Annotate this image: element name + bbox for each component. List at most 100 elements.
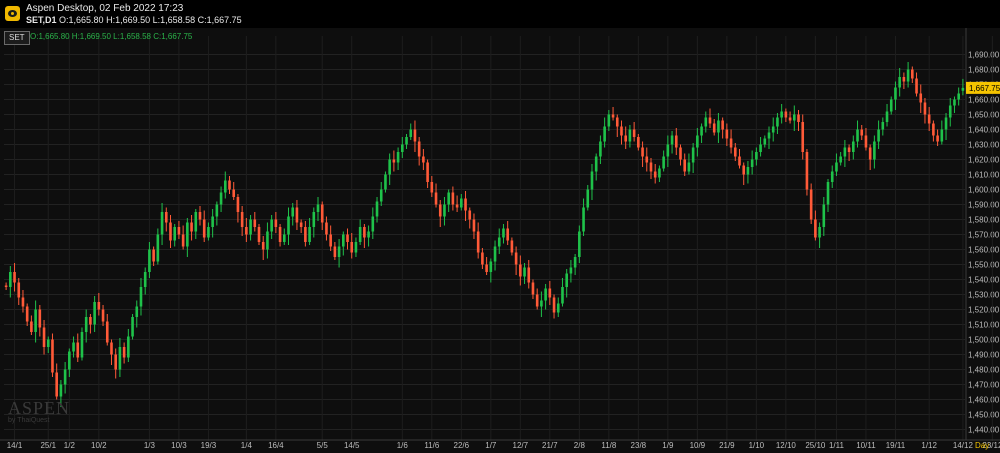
x-tick-label: 21/7 bbox=[542, 441, 558, 450]
candle-body bbox=[358, 227, 362, 242]
candle-body bbox=[148, 249, 151, 272]
candle-body bbox=[312, 212, 316, 227]
x-tick-label: 11/6 bbox=[424, 441, 440, 450]
candle-body bbox=[152, 249, 155, 262]
x-tick-label: 14/5 bbox=[344, 441, 360, 450]
candle-body bbox=[25, 306, 29, 322]
candle-body bbox=[337, 246, 341, 257]
candle-body bbox=[127, 336, 130, 358]
period-label: Day bbox=[975, 441, 989, 450]
symbol-tag-button[interactable]: SET bbox=[4, 31, 30, 45]
candle-body bbox=[325, 222, 328, 235]
candle-body bbox=[544, 288, 547, 301]
candle-body bbox=[679, 147, 682, 160]
candle-body bbox=[548, 288, 552, 298]
y-tick-label: 1,510.00 bbox=[968, 321, 1000, 330]
candle-body bbox=[961, 87, 965, 91]
y-tick-label: 1,530.00 bbox=[968, 291, 1000, 300]
y-tick-label: 1,550.00 bbox=[968, 261, 1000, 270]
candle-body bbox=[953, 99, 956, 106]
candle-body bbox=[742, 165, 746, 175]
candle-body bbox=[645, 156, 649, 163]
candle-body bbox=[388, 159, 391, 175]
candle-body bbox=[628, 129, 632, 142]
candle-body bbox=[523, 267, 526, 277]
candle-body bbox=[164, 212, 168, 223]
y-tick-label: 1,540.00 bbox=[968, 276, 1000, 285]
x-tick-label: 12/10 bbox=[776, 441, 797, 450]
candle-body bbox=[670, 135, 674, 145]
candle-body bbox=[316, 204, 320, 212]
candle-body bbox=[211, 216, 214, 227]
candle-body bbox=[379, 189, 383, 202]
y-tick-label: 1,480.00 bbox=[968, 366, 1000, 375]
x-tick-label: 23/12 bbox=[982, 441, 1000, 450]
candle-body bbox=[687, 162, 691, 172]
candle-body bbox=[818, 227, 821, 238]
candle-body bbox=[957, 93, 960, 100]
candle-body bbox=[266, 231, 269, 250]
candle-body bbox=[919, 93, 923, 103]
candle-body bbox=[801, 122, 805, 152]
candle-body bbox=[738, 156, 741, 166]
candle-body bbox=[696, 135, 699, 148]
candle-body bbox=[173, 227, 177, 241]
candle-body bbox=[847, 147, 851, 152]
candle-body bbox=[615, 117, 619, 127]
aspen-watermark-logo: ASPEN by ThaiQuest bbox=[8, 398, 70, 424]
candle-body bbox=[320, 204, 324, 223]
candle-body bbox=[792, 114, 796, 121]
watermark-brand: ASPEN bbox=[8, 398, 71, 418]
candle-body bbox=[194, 212, 198, 232]
window-title: Aspen Desktop, 02 Feb 2022 17:23 bbox=[26, 3, 184, 14]
candle-body bbox=[771, 126, 775, 133]
candle-body bbox=[363, 227, 366, 238]
candle-body bbox=[885, 111, 889, 122]
x-tick-label: 23/8 bbox=[631, 441, 647, 450]
candle-body bbox=[729, 138, 733, 148]
x-tick-label: 2/8 bbox=[574, 441, 586, 450]
candle-body bbox=[776, 117, 779, 127]
candle-body bbox=[38, 309, 42, 328]
candle-body bbox=[59, 384, 63, 397]
candle-body bbox=[835, 162, 838, 172]
x-tick-label: 11/8 bbox=[601, 441, 617, 450]
candle-body bbox=[405, 137, 408, 145]
candle-body bbox=[80, 332, 84, 358]
candle-body bbox=[472, 219, 476, 232]
x-tick-label: 21/9 bbox=[719, 441, 735, 450]
candle-body bbox=[55, 372, 58, 397]
y-tick-label: 1,520.00 bbox=[968, 306, 1000, 315]
candle-body bbox=[493, 246, 497, 262]
candle-body bbox=[131, 317, 134, 337]
candle-body bbox=[826, 182, 830, 205]
candle-body bbox=[561, 287, 564, 304]
candle-body bbox=[257, 227, 261, 242]
candle-body bbox=[274, 219, 278, 227]
x-tick-label: 14/12 bbox=[953, 441, 974, 450]
candle-body bbox=[249, 219, 252, 235]
candle-body bbox=[535, 294, 539, 307]
x-tick-label: 5/5 bbox=[317, 441, 329, 450]
candle-body bbox=[759, 144, 762, 152]
x-tick-label: 19/11 bbox=[886, 441, 906, 450]
candle-body bbox=[455, 204, 459, 208]
candle-body bbox=[101, 309, 105, 322]
candle-body bbox=[856, 129, 859, 142]
candle-body bbox=[236, 197, 240, 212]
candle-body bbox=[569, 267, 573, 274]
candle-body bbox=[68, 351, 71, 370]
candle-body bbox=[746, 167, 750, 175]
candle-body bbox=[881, 122, 885, 130]
x-tick-label: 1/6 bbox=[397, 441, 409, 450]
candle-body bbox=[375, 201, 379, 217]
candle-body bbox=[894, 87, 897, 100]
candle-body bbox=[632, 129, 636, 137]
candle-body bbox=[712, 123, 716, 133]
candle-body bbox=[460, 198, 463, 208]
candle-body bbox=[877, 129, 880, 142]
candle-body bbox=[181, 234, 185, 247]
candle-body bbox=[261, 242, 265, 250]
candle-body bbox=[114, 354, 118, 370]
